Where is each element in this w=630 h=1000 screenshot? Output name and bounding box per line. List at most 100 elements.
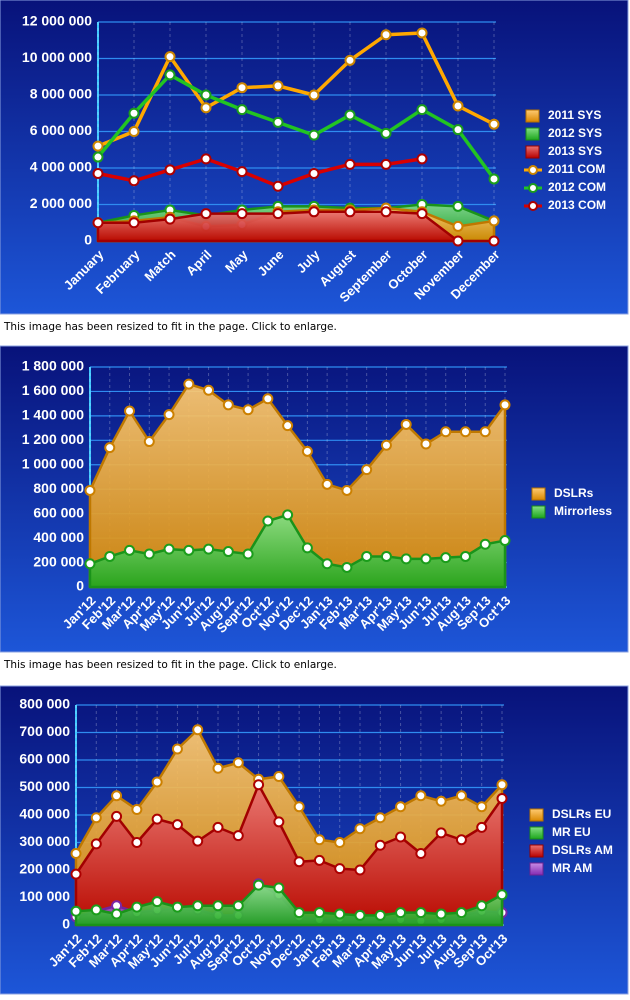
y-tick-label: 4 000 000 [30, 159, 92, 175]
marker [395, 831, 407, 843]
marker [415, 907, 427, 919]
marker [232, 900, 244, 912]
marker [253, 779, 265, 791]
y-tick-label: 1 200 000 [22, 431, 84, 447]
marker [380, 158, 392, 170]
marker [163, 409, 175, 421]
marker [253, 879, 265, 891]
marker [435, 827, 447, 839]
y-tick-label: 1 000 000 [22, 455, 84, 471]
marker [354, 909, 366, 921]
legend-swatch [529, 808, 544, 822]
marker [334, 908, 346, 920]
marker [262, 515, 274, 527]
marker [455, 907, 467, 919]
marker [334, 837, 346, 848]
marker [308, 89, 320, 101]
marker [380, 550, 392, 562]
y-tick-label: 12 000 000 [22, 13, 92, 29]
marker [476, 821, 488, 833]
marker [143, 548, 155, 560]
marker [452, 200, 464, 212]
marker [272, 116, 284, 128]
marker [344, 158, 356, 170]
marker [131, 804, 143, 815]
marker [70, 905, 82, 917]
marker [131, 901, 143, 913]
y-tick-label: 600 000 [33, 504, 84, 520]
marker [479, 426, 491, 438]
marker [164, 164, 176, 176]
marker [90, 904, 102, 916]
chart-background [0, 0, 629, 315]
marker [459, 426, 471, 438]
legend-label: 2013 SYS [548, 144, 602, 158]
marker [222, 399, 234, 411]
marker [496, 779, 508, 791]
marker [90, 838, 102, 850]
legend-marker [528, 201, 538, 211]
area [96, 210, 496, 243]
marker [374, 839, 386, 851]
caption[interactable]: This image has been resized to fit in th… [3, 659, 337, 671]
marker [313, 834, 325, 846]
y-tick-label: 200 000 [33, 553, 84, 569]
marker [354, 864, 366, 876]
marker [293, 801, 305, 813]
marker [361, 464, 373, 476]
marker [111, 908, 123, 920]
marker [499, 399, 511, 411]
legend-label: 2012 SYS [548, 126, 602, 140]
marker [374, 812, 386, 824]
marker [293, 907, 305, 919]
marker [104, 550, 116, 562]
marker [128, 175, 140, 187]
marker [192, 724, 204, 736]
marker [151, 896, 163, 908]
legend-swatch [529, 862, 544, 876]
marker [476, 801, 488, 813]
marker [435, 908, 447, 920]
marker [400, 418, 412, 430]
line [97, 31, 495, 148]
marker [273, 771, 285, 782]
y-tick-label: 200 000 [19, 861, 70, 877]
marker [92, 217, 104, 229]
marker [395, 907, 407, 919]
y-tick-label: 400 000 [33, 529, 84, 545]
y-tick-label: 700 000 [19, 723, 70, 739]
line [97, 157, 423, 188]
legend-label: 2012 COM [548, 180, 606, 194]
legend-swatch [529, 844, 544, 858]
marker [232, 830, 244, 842]
marker [200, 208, 212, 220]
marker [163, 543, 175, 555]
marker [192, 900, 204, 912]
marker [232, 757, 244, 769]
chart: 0 2 000 000 4 000 000 6 000 000 8 000 000 10 … [0, 0, 629, 315]
marker [452, 235, 464, 247]
legend-swatch [529, 826, 544, 840]
legend-label: DSLRs [554, 486, 594, 500]
marker [313, 854, 325, 866]
marker [488, 235, 500, 247]
legend-swatch [525, 109, 540, 123]
y-tick-label: 500 000 [19, 778, 70, 794]
legend-label: 2011 COM [548, 162, 605, 176]
marker [236, 166, 248, 178]
legend-marker [528, 183, 538, 193]
marker [92, 167, 104, 179]
marker [124, 544, 136, 556]
marker [496, 889, 508, 901]
marker [203, 384, 215, 396]
y-tick-label: 100 000 [19, 888, 70, 904]
y-tick-label: 1 800 000 [22, 358, 84, 374]
y-tick-label: 800 000 [19, 696, 70, 712]
caption[interactable]: This image has been resized to fit in th… [3, 321, 337, 333]
marker [416, 27, 428, 39]
y-tick-label: 1 600 000 [22, 382, 84, 398]
marker [200, 89, 212, 101]
marker [293, 856, 305, 868]
